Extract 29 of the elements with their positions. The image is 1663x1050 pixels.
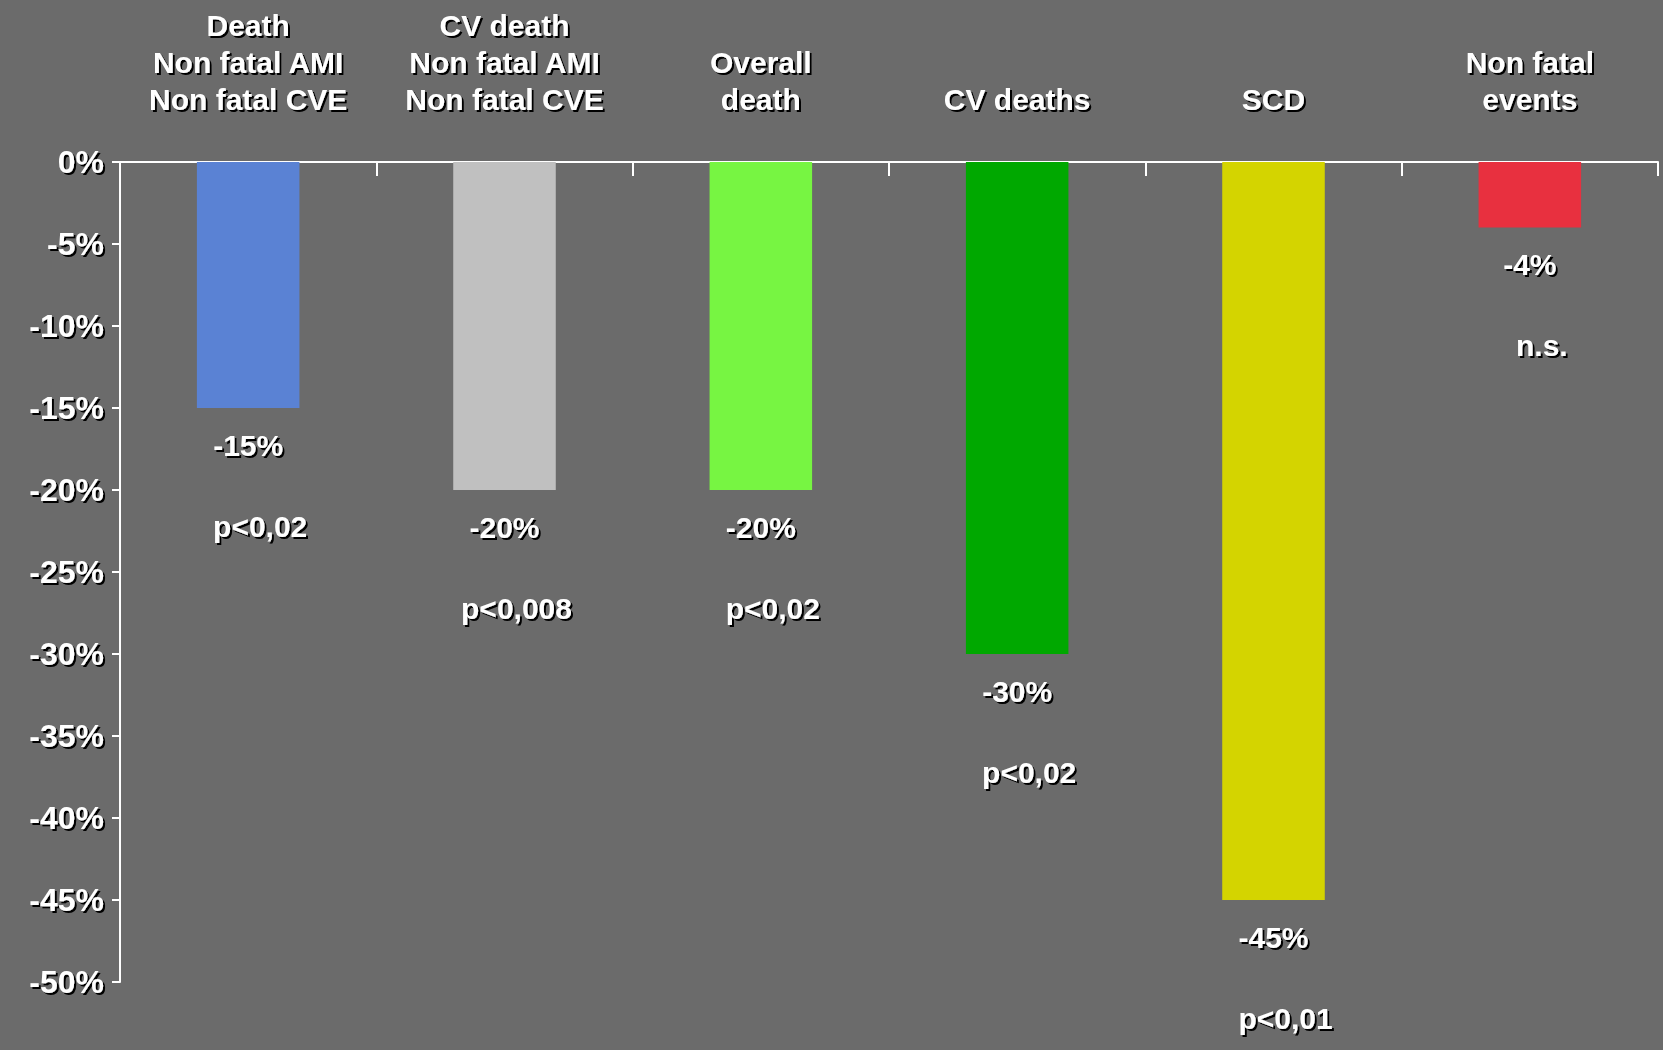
y-tick-label: -30% <box>29 636 104 672</box>
x-tick-label: SCD <box>1241 83 1306 116</box>
annotation: p<0,008 <box>461 591 572 625</box>
data-label: -20% <box>469 510 540 544</box>
annotation: p<0,02 <box>213 509 308 543</box>
y-tick-label: -50% <box>29 964 104 1000</box>
y-tick-label: -10% <box>29 308 104 344</box>
x-tick-label: Death Non fatal AMI Non fatal CVE <box>148 9 348 116</box>
y-tick-label: -15% <box>29 390 104 426</box>
data-label: -45% <box>1238 920 1309 954</box>
data-label: -4% <box>1503 248 1557 282</box>
y-tick-label: -35% <box>29 718 104 754</box>
y-tick-label: -40% <box>29 800 104 836</box>
annotation: n.s. <box>1515 329 1568 363</box>
y-tick-label: 0% <box>57 144 104 180</box>
y-tick-label: -5% <box>47 226 104 262</box>
y-tick-label: -25% <box>29 554 104 590</box>
y-tick-label: -20% <box>29 472 104 508</box>
annotation: p<0,02 <box>982 755 1077 789</box>
x-tick-label: Overall death <box>709 46 812 116</box>
x-tick-label: CV death Non fatal AMI Non fatal CVE <box>405 9 604 116</box>
text: p<0,01 <box>1238 1001 1333 1035</box>
x-tick-label: CV deaths <box>943 83 1091 116</box>
x-tick-label: Non fatal events <box>1465 46 1595 116</box>
y-tick-label: -45% <box>29 882 104 918</box>
data-label: -20% <box>725 510 796 544</box>
data-label: -15% <box>213 428 284 462</box>
data-label: -30% <box>982 674 1053 708</box>
annotation: p<0,02 <box>725 591 820 625</box>
